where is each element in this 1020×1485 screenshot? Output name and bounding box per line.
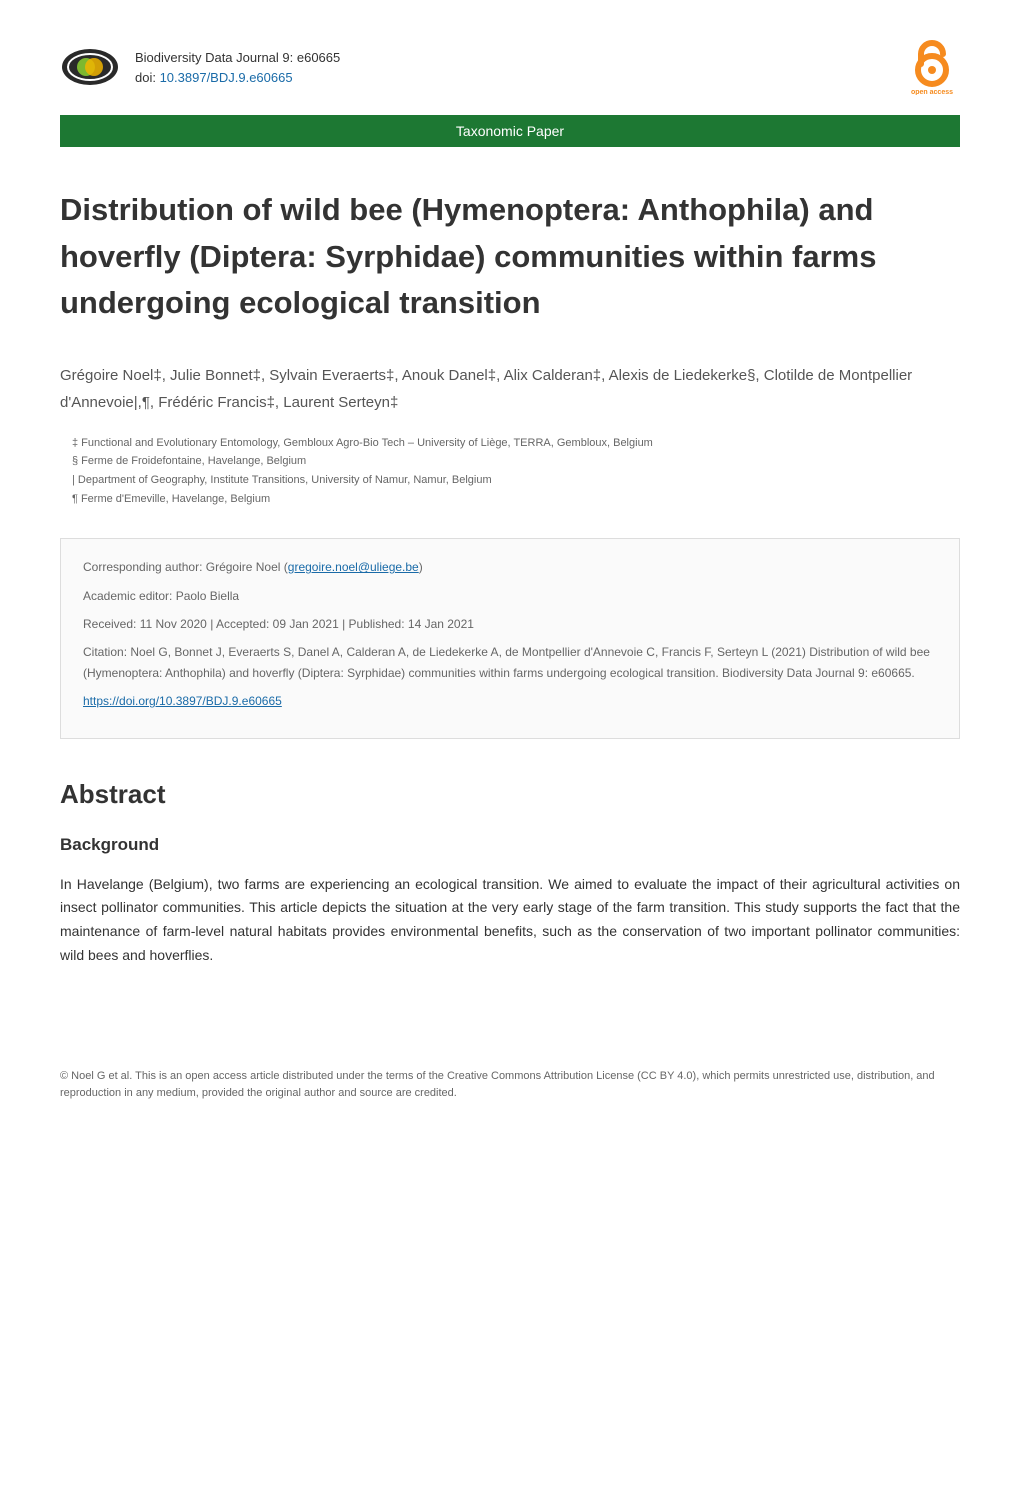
affiliation-1: ‡ Functional and Evolutionary Entomology… [72,434,960,453]
citation-doi-link[interactable]: https://doi.org/10.3897/BDJ.9.e60665 [83,694,282,708]
background-heading: Background [60,835,960,855]
doi-label: doi: [135,70,160,85]
authors-list: Grégoire Noel‡, Julie Bonnet‡, Sylvain E… [60,362,960,416]
corresponding-email-link[interactable]: gregoire.noel@uliege.be [288,560,419,574]
academic-editor: Academic editor: Paolo Biella [83,586,937,606]
corresponding-label: Corresponding author: Grégoire Noel ( [83,560,288,574]
svg-text:open access: open access [911,89,953,95]
abstract-heading: Abstract [60,779,960,810]
publication-dates: Received: 11 Nov 2020 | Accepted: 09 Jan… [83,614,937,634]
corresponding-close: ) [419,560,423,574]
affiliation-2: § Ferme de Froidefontaine, Havelange, Be… [72,452,960,471]
background-text: In Havelange (Belgium), two farms are ex… [60,873,960,968]
journal-text: Biodiversity Data Journal 9: e60665 doi:… [135,48,340,87]
open-access-icon: open access [905,40,960,95]
copyright-footer: © Noel G et al. This is an open access a… [60,1068,960,1103]
doi-link[interactable]: 10.3897/BDJ.9.e60665 [160,70,293,85]
citation: Citation: Noel G, Bonnet J, Everaerts S,… [83,642,937,683]
category-banner: Taxonomic Paper [60,115,960,147]
corresponding-author: Corresponding author: Grégoire Noel (gre… [83,557,937,577]
journal-info: Biodiversity Data Journal 9: e60665 doi:… [60,45,340,90]
affiliations: ‡ Functional and Evolutionary Entomology… [60,434,960,509]
metadata-box: Corresponding author: Grégoire Noel (gre… [60,538,960,738]
affiliation-3: | Department of Geography, Institute Tra… [72,471,960,490]
citation-link-row: https://doi.org/10.3897/BDJ.9.e60665 [83,691,937,711]
journal-logo-icon [60,45,120,90]
doi-line: doi: 10.3897/BDJ.9.e60665 [135,68,340,88]
affiliation-4: ¶ Ferme d'Emeville, Havelange, Belgium [72,490,960,509]
journal-name: Biodiversity Data Journal 9: e60665 [135,48,340,68]
paper-title: Distribution of wild bee (Hymenoptera: A… [60,187,960,327]
header-row: Biodiversity Data Journal 9: e60665 doi:… [60,40,960,95]
